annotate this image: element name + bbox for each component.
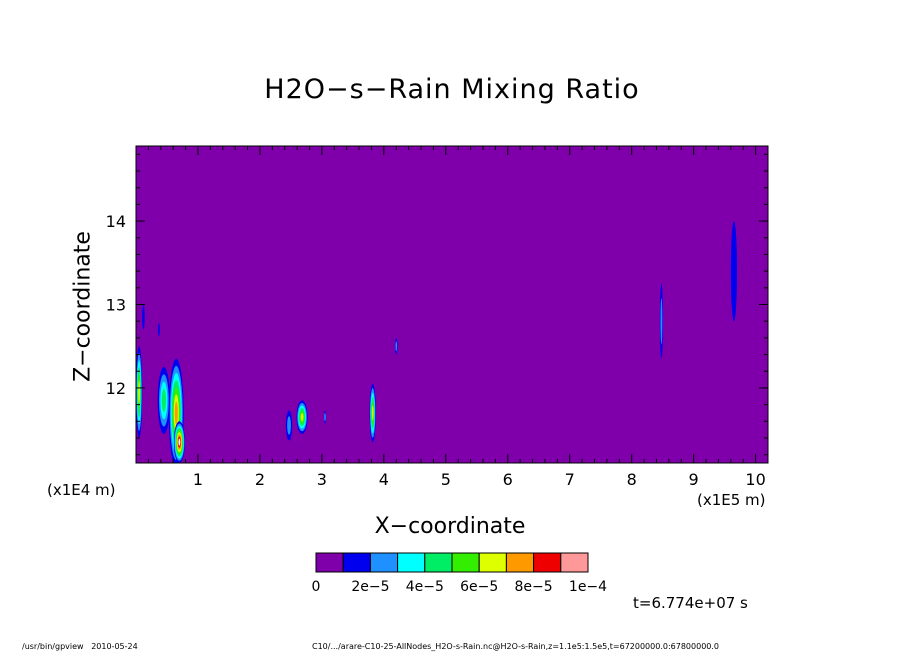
x-tick-label: 8 bbox=[627, 470, 637, 489]
y-tick-label: 13 bbox=[106, 296, 126, 315]
footer-data-source: C10/.../arare-C10-25-AllNodes_H2O-s-Rain… bbox=[312, 642, 719, 651]
rain-cell-2-level-1 bbox=[157, 322, 160, 337]
colorbar-swatch bbox=[533, 552, 562, 573]
rain-cell-11-level-2 bbox=[660, 298, 663, 345]
rain-cell-6-level-2 bbox=[287, 416, 291, 435]
x-tick-label: 9 bbox=[689, 470, 699, 489]
y-tick-label: 12 bbox=[106, 379, 126, 398]
plot-background bbox=[136, 146, 768, 463]
rain-cell-3-level-4 bbox=[161, 388, 167, 413]
x-tick-label: 4 bbox=[379, 470, 389, 489]
rain-cell-0-level-6 bbox=[138, 380, 140, 404]
colorbar-swatch bbox=[424, 552, 453, 573]
x-tick-label: 5 bbox=[441, 470, 451, 489]
y-tick-label: 14 bbox=[106, 212, 126, 231]
rain-cell-4-level-7 bbox=[174, 401, 178, 425]
colorbar-label: 4e−5 bbox=[406, 579, 444, 595]
x-tick-label: 2 bbox=[255, 470, 265, 489]
y-axis-label: Z−coordinate bbox=[70, 231, 96, 382]
rain-cell-7-level-6 bbox=[300, 413, 304, 422]
x-tick-label: 3 bbox=[317, 470, 327, 489]
colorbar-swatch bbox=[397, 552, 426, 573]
x-tick-label: 10 bbox=[745, 470, 765, 489]
chart-title: H2O−s−Rain Mixing Ratio bbox=[264, 74, 640, 105]
colorbar-label: 1e−4 bbox=[569, 579, 607, 595]
rain-cell-1-level-1 bbox=[142, 304, 145, 330]
x-tick-label: 7 bbox=[565, 470, 575, 489]
time-label: t=6.774e+07 s bbox=[633, 594, 748, 612]
colorbar-label: 2e−5 bbox=[351, 579, 389, 595]
colorbar-swatch bbox=[315, 552, 344, 573]
colorbar-label: 8e−5 bbox=[515, 579, 553, 595]
rain-cell-8-level-2 bbox=[324, 413, 326, 422]
colorbar-label: 0 bbox=[312, 579, 321, 595]
colorbar-swatch bbox=[369, 552, 399, 573]
colorbar-swatch bbox=[342, 552, 371, 573]
colorbar-label: 6e−5 bbox=[460, 579, 498, 595]
rain-cell-10-level-2 bbox=[395, 341, 398, 352]
x-axis-label: X−coordinate bbox=[374, 514, 526, 539]
colorbar-swatch bbox=[451, 552, 480, 573]
rain-cell-5-level-9 bbox=[178, 438, 181, 446]
x-unit-label: (x1E5 m) bbox=[697, 491, 766, 509]
footer-program-date: /usr/bin/gpview 2010-05-24 bbox=[22, 642, 138, 651]
colorbar-swatch bbox=[478, 552, 507, 573]
heatmap-features bbox=[136, 221, 738, 463]
x-tick-label: 6 bbox=[503, 470, 513, 489]
colorbar-swatch bbox=[505, 552, 535, 573]
rain-cell-9-level-6 bbox=[371, 405, 374, 421]
x-tick-label: 1 bbox=[193, 470, 203, 489]
colorbar-swatch bbox=[560, 552, 589, 573]
rain-cell-12-level-1 bbox=[730, 221, 738, 322]
y-unit-label: (x1E4 m) bbox=[47, 481, 116, 499]
